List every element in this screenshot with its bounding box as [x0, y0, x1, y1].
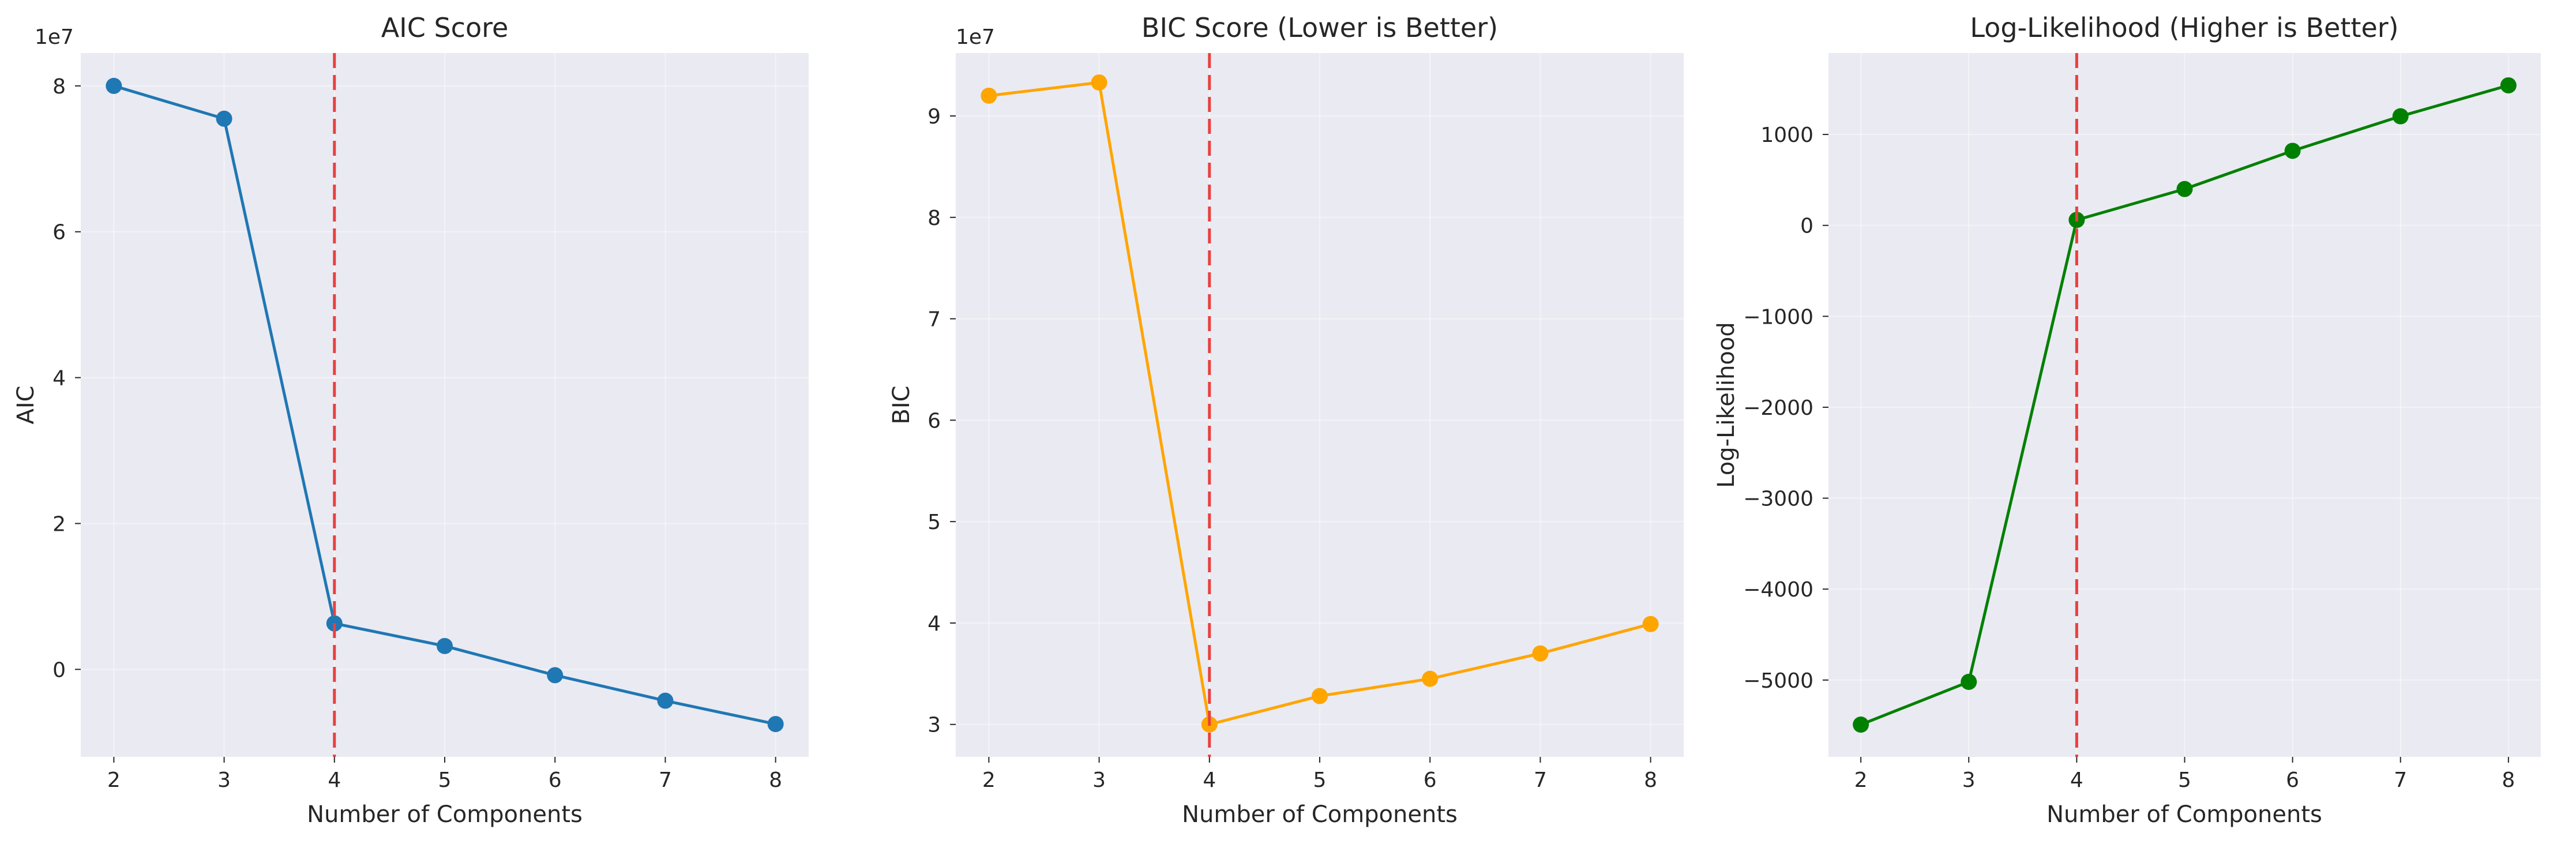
bic-data-point	[1091, 74, 1107, 91]
bic-y-tick-label: 8	[927, 207, 941, 230]
log-likelihood-y-tick-label: −4000	[1743, 578, 1813, 602]
log-likelihood-x-tick-label: 2	[1854, 768, 1868, 792]
bic-x-tick-label: 5	[1313, 768, 1327, 792]
bic-y-tick-label: 4	[927, 612, 941, 636]
log-likelihood-plot-area	[1828, 53, 2541, 757]
aic-chart-panel: 2 3 4 5 6 7 8 0 2 4 6 8 AIC Score Number of Compon…	[13, 12, 809, 828]
aic-x-tick-label: 6	[549, 768, 562, 792]
log-likelihood-x-ticks: 2 3 4 5 6 7 8	[1854, 757, 2515, 792]
aic-y-tick-label: 2	[52, 512, 66, 536]
log-likelihood-y-tick-label: 0	[1800, 215, 1813, 238]
aic-x-ticks: 2 3 4 5 6 7 8	[107, 757, 782, 792]
bic-plot-area	[956, 53, 1684, 757]
aic-data-point	[657, 692, 674, 709]
log-likelihood-y-axis-label: Log-Likelihood	[1713, 322, 1740, 488]
aic-chart-title: AIC Score	[381, 12, 509, 43]
bic-data-point	[981, 87, 997, 104]
log-likelihood-x-tick-label: 6	[2286, 768, 2299, 792]
aic-data-point	[437, 637, 453, 654]
bic-data-point	[1312, 688, 1328, 704]
aic-x-tick-label: 2	[107, 768, 121, 792]
log-likelihood-data-point	[2392, 108, 2409, 125]
bic-y-tick-label: 7	[927, 308, 941, 332]
bic-series-group	[981, 74, 1659, 733]
aic-x-tick-label: 3	[217, 768, 231, 792]
aic-y-ticks: 0 2 4 6 8	[52, 75, 81, 682]
aic-series-group	[106, 77, 784, 733]
aic-y-axis-label: AIC	[13, 385, 39, 424]
log-likelihood-y-tick-label: −1000	[1743, 305, 1813, 329]
log-likelihood-data-point	[2176, 181, 2193, 197]
bic-data-point	[1642, 616, 1659, 632]
bic-y-tick-label: 9	[927, 105, 941, 129]
bic-grid	[956, 53, 1684, 757]
log-likelihood-y-tick-label: −2000	[1743, 396, 1813, 420]
log-likelihood-y-tick-label: −3000	[1743, 487, 1813, 511]
aic-x-tick-label: 8	[769, 768, 782, 792]
log-likelihood-data-point	[2284, 142, 2301, 159]
aic-y-offset-label: 1e7	[35, 25, 74, 49]
bic-y-tick-label: 5	[927, 511, 941, 534]
bic-y-axis-label: BIC	[888, 385, 915, 424]
aic-data-point	[767, 716, 784, 733]
bic-x-tick-label: 7	[1534, 768, 1547, 792]
log-likelihood-x-axis-label: Number of Components	[2046, 801, 2322, 828]
aic-x-tick-label: 7	[659, 768, 672, 792]
bic-chart-panel: 2 3 4 5 6 7 8 3 4 5 6 7 8 9 BIC Score (Lower is Bett…	[888, 12, 1684, 828]
bic-x-tick-label: 8	[1644, 768, 1657, 792]
log-likelihood-x-tick-label: 7	[2394, 768, 2407, 792]
bic-y-offset-label: 1e7	[956, 25, 995, 49]
log-likelihood-y-tick-label: −5000	[1743, 669, 1813, 693]
log-likelihood-y-tick-label: 1000	[1760, 123, 1813, 147]
aic-x-tick-label: 4	[328, 768, 341, 792]
aic-x-tick-label: 5	[438, 768, 452, 792]
log-likelihood-x-tick-label: 5	[2178, 768, 2191, 792]
aic-x-axis-label: Number of Components	[307, 801, 583, 828]
aic-y-tick-label: 6	[52, 221, 66, 245]
bic-y-tick-label: 3	[927, 714, 941, 737]
log-likelihood-data-point	[1853, 717, 1869, 733]
aic-y-tick-label: 8	[52, 75, 66, 99]
aic-data-point	[216, 110, 232, 127]
log-likelihood-chart-panel: 2 3 4 5 6 7 8 −5000 −4000 −3000 −2000 −1000 0 1000 L…	[1713, 12, 2541, 828]
bic-x-tick-label: 6	[1424, 768, 1437, 792]
aic-data-point	[547, 667, 564, 684]
log-likelihood-x-tick-label: 4	[2070, 768, 2083, 792]
log-likelihood-y-ticks: −5000 −4000 −3000 −2000 −1000 0 1000	[1743, 123, 1828, 693]
aic-y-tick-label: 4	[52, 367, 66, 391]
aic-y-tick-label: 0	[52, 658, 66, 682]
bic-x-tick-label: 4	[1203, 768, 1216, 792]
bic-x-ticks: 2 3 4 5 6 7 8	[982, 757, 1657, 792]
bic-y-ticks: 3 4 5 6 7 8 9	[927, 105, 956, 737]
log-likelihood-x-tick-label: 8	[2502, 768, 2515, 792]
log-likelihood-data-point	[2500, 77, 2517, 93]
bic-y-tick-label: 6	[927, 409, 941, 433]
log-likelihood-x-tick-label: 3	[1962, 768, 1976, 792]
bic-x-axis-label: Number of Components	[1182, 801, 1458, 828]
bic-data-point	[1422, 670, 1439, 687]
log-likelihood-data-point	[1961, 673, 1977, 690]
bic-data-point	[1532, 645, 1549, 662]
log-likelihood-grid	[1828, 53, 2541, 757]
aic-data-point	[106, 77, 122, 94]
bic-x-tick-label: 2	[982, 768, 996, 792]
log-likelihood-chart-title: Log-Likelihood (Higher is Better)	[1970, 12, 2398, 43]
bic-x-tick-label: 3	[1092, 768, 1106, 792]
bic-chart-title: BIC Score (Lower is Better)	[1141, 12, 1498, 43]
